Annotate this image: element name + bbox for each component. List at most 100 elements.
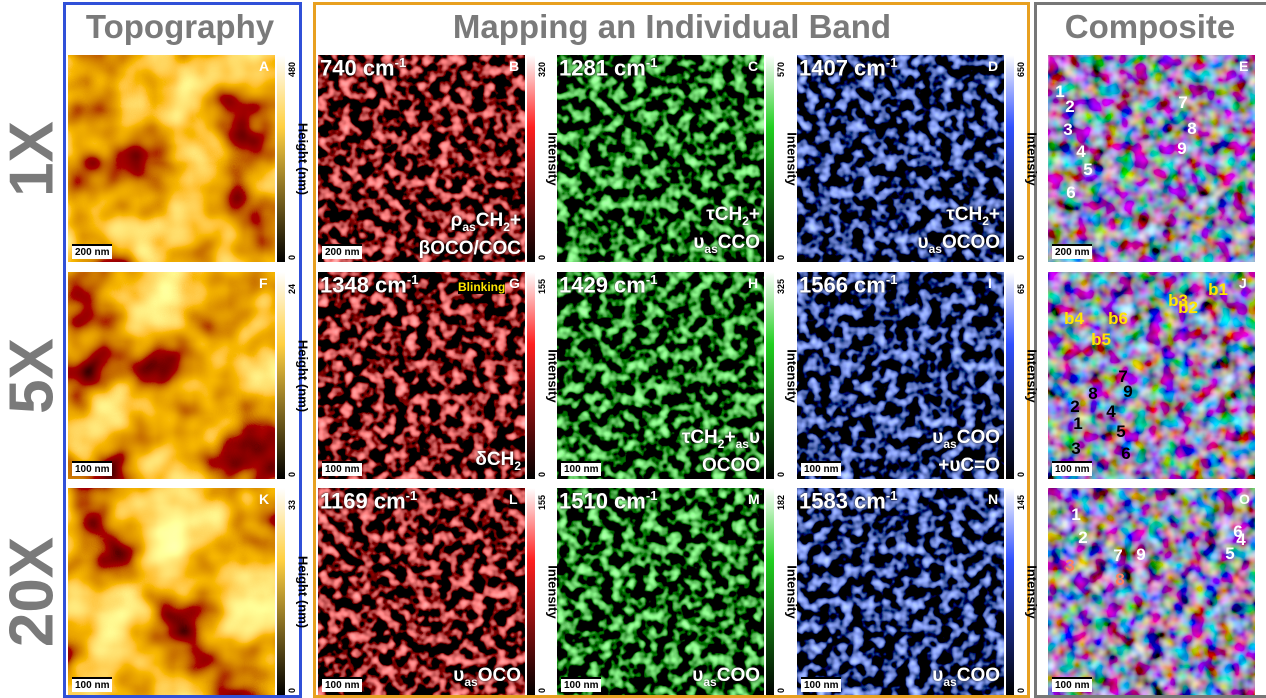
marker-label: 7 xyxy=(1178,93,1187,113)
marker-label: b3 xyxy=(1168,291,1188,311)
assignment: υasCOO+υC=O xyxy=(932,427,1000,477)
colorbar-label: Intensity xyxy=(1025,132,1040,185)
panel-letter: E xyxy=(1239,58,1248,74)
wavenumber-sup: -1 xyxy=(646,55,658,70)
marker-label: 5 xyxy=(1225,544,1234,564)
assignment-line: δCH2 xyxy=(475,449,521,477)
marker-label: b4 xyxy=(1064,309,1084,329)
assignment-line: υasCOO xyxy=(932,665,1000,693)
colorbar-min: 0 xyxy=(537,688,547,693)
header: Mapping an Individual Band xyxy=(453,8,891,46)
marker-label: 4 xyxy=(1076,142,1085,162)
assignment-part: δCH xyxy=(475,449,514,470)
colorbar xyxy=(766,488,774,695)
colorbar-max: 182 xyxy=(776,495,786,510)
wavenumber-sup: -1 xyxy=(886,55,898,70)
colorbar-min: 0 xyxy=(287,688,297,693)
assignment: υasOCO xyxy=(453,665,521,693)
marker-label: 5 xyxy=(1116,422,1125,442)
panel-letter: K xyxy=(259,491,269,507)
scale-bar: 100 nm xyxy=(72,677,112,692)
marker-label: 3 xyxy=(1065,556,1074,576)
scale-bar: 100 nm xyxy=(801,677,841,692)
marker-label: 4 xyxy=(1106,402,1115,422)
assignment-part: CH xyxy=(476,210,503,231)
wavenumber-text: 1169 cm xyxy=(320,488,406,513)
assignment: ρasCH2+βOCO/COC xyxy=(419,210,521,260)
colorbar-min: 0 xyxy=(776,472,786,477)
marker-label: 7 xyxy=(1113,546,1122,566)
header: Composite xyxy=(1065,8,1236,46)
assignment-part: τCH xyxy=(706,204,742,225)
annotation: Blinking xyxy=(458,280,505,294)
map-image xyxy=(557,488,764,695)
colorbar xyxy=(527,272,535,479)
colorbar-label: Intensity xyxy=(1025,565,1040,618)
scale-bar: 200 nm xyxy=(72,244,112,259)
wavenumber-text: 1348 cm xyxy=(320,272,407,297)
assignment-line: υasOCOO xyxy=(918,232,1000,260)
assignment-part: τCH xyxy=(946,204,982,225)
scale-bar: 100 nm xyxy=(322,677,362,692)
marker-label: 9 xyxy=(1123,382,1132,402)
scale-bar: 100 nm xyxy=(1052,461,1092,476)
colorbar-max: 33 xyxy=(287,500,297,510)
assignment-line: τCH2+ xyxy=(918,204,1000,232)
colorbar xyxy=(1006,488,1014,695)
marker-label: 3 xyxy=(1063,120,1072,140)
colorbar-max: 155 xyxy=(537,495,547,510)
panel-letter: B xyxy=(509,58,519,74)
colorbar-min: 0 xyxy=(776,255,786,260)
marker-label: b6 xyxy=(1108,309,1128,329)
panel-letter: G xyxy=(509,275,520,291)
assignment-line: υasCOO xyxy=(692,665,760,693)
assignment: υasCOO xyxy=(692,665,760,693)
assignment-part: υ xyxy=(693,232,704,253)
colorbar-max: 65 xyxy=(1016,284,1026,294)
panel-letter: J xyxy=(1239,275,1247,291)
assignment: δCH2 xyxy=(475,449,521,477)
panel-letter: N xyxy=(988,491,998,507)
header: Topography xyxy=(86,8,274,46)
colorbar-label: Height (nm) xyxy=(296,555,311,627)
colorbar-min: 0 xyxy=(776,688,786,693)
assignment-line: βOCO/COC xyxy=(419,238,521,260)
scale-bar: 100 nm xyxy=(801,461,841,476)
colorbar-max: 155 xyxy=(537,279,547,294)
colorbar-label: Height (nm) xyxy=(296,339,311,411)
assignment-part: 2 xyxy=(514,459,521,473)
marker-label: 9 xyxy=(1136,545,1145,565)
marker-label: 8 xyxy=(1115,570,1124,590)
assignment-line: υasOCO xyxy=(453,665,521,693)
panel-letter: F xyxy=(259,275,268,291)
row-label: 1X xyxy=(0,121,68,197)
assignment-line: OCOO xyxy=(682,455,760,477)
assignment-part: as xyxy=(464,675,477,689)
wavenumber-text: 1407 cm xyxy=(799,55,886,80)
colorbar xyxy=(527,488,535,695)
marker-label: 9 xyxy=(1177,139,1186,159)
assignment-part: + xyxy=(749,204,760,225)
assignment-line: ρasCH2+ xyxy=(419,210,521,238)
wavenumber-sup: -1 xyxy=(646,272,658,287)
wavenumber: 1566 cm-1 xyxy=(799,272,897,298)
panel-letter: H xyxy=(748,275,758,291)
assignment-part: COO xyxy=(957,427,1000,448)
assignment-part: + xyxy=(724,427,735,448)
wavenumber: 1407 cm-1 xyxy=(799,55,897,81)
wavenumber: 1510 cm-1 xyxy=(559,488,657,514)
colorbar xyxy=(1006,55,1014,262)
assignment-part: as xyxy=(703,675,716,689)
marker-label: 2 xyxy=(1078,528,1087,548)
assignment-part: COO xyxy=(717,665,760,686)
marker-label: 6 xyxy=(1233,522,1242,542)
colorbar xyxy=(1006,272,1014,479)
colorbar xyxy=(766,272,774,479)
assignment-part: as xyxy=(943,437,956,451)
colorbar-max: 650 xyxy=(1016,62,1026,77)
wavenumber: 1169 cm-1 xyxy=(320,488,417,514)
scale-bar: 100 nm xyxy=(72,461,112,476)
colorbar-min: 0 xyxy=(287,255,297,260)
colorbar-max: 145 xyxy=(1016,495,1026,510)
